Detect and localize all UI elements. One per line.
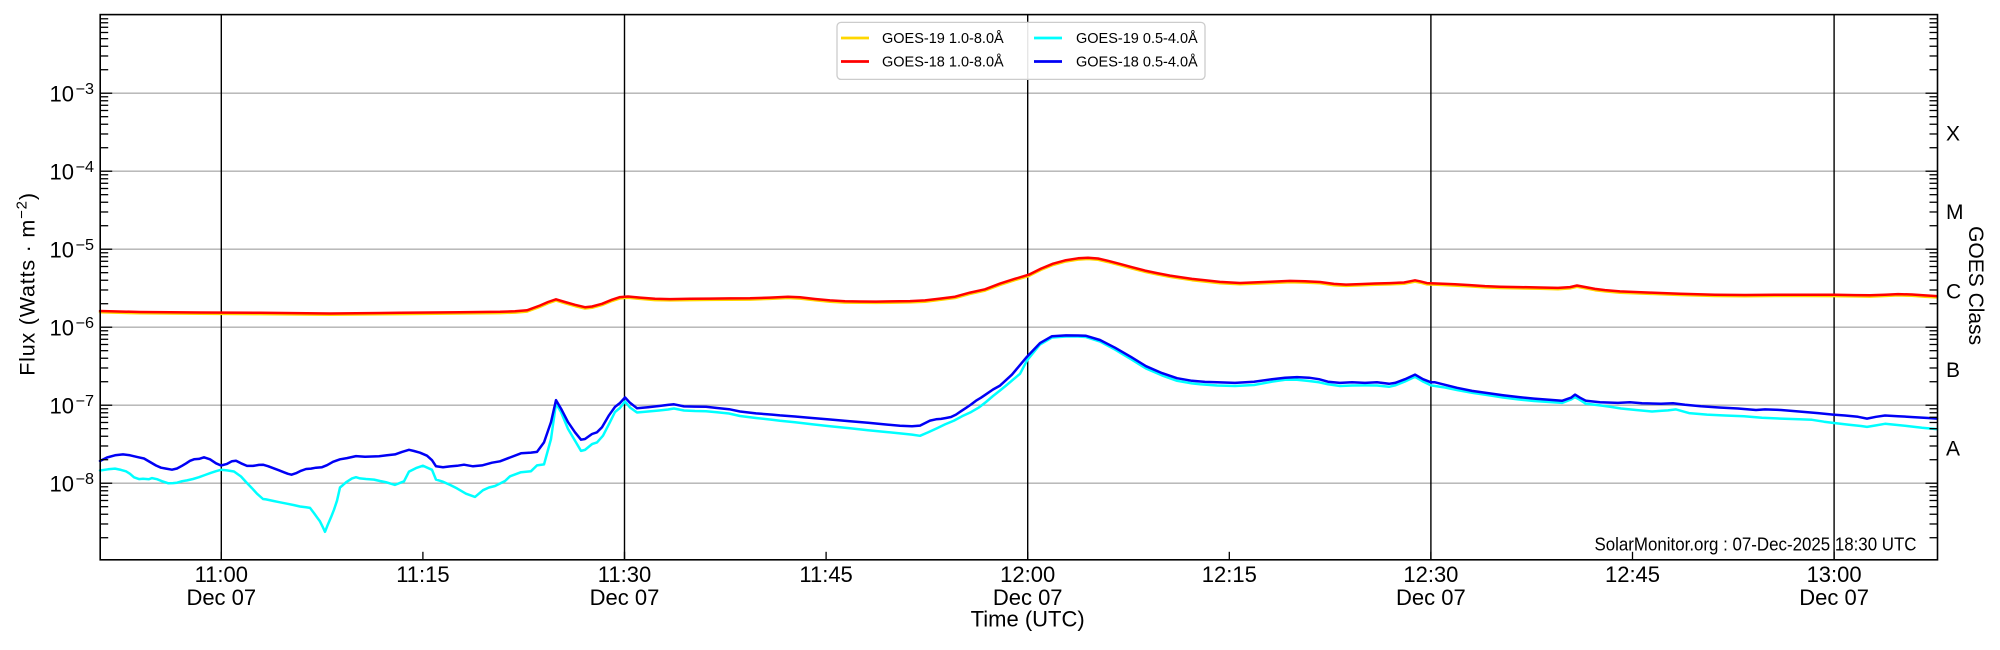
svg-text:−3: −3 — [76, 81, 95, 98]
svg-text:11:45: 11:45 — [799, 562, 852, 587]
svg-text:11:00: 11:00 — [195, 562, 248, 587]
svg-text:Dec 07: Dec 07 — [1396, 585, 1466, 610]
svg-text:−8: −8 — [76, 471, 95, 488]
svg-text:Dec 07: Dec 07 — [186, 585, 256, 610]
svg-text:10: 10 — [50, 160, 74, 185]
svg-text:Time (UTC): Time (UTC) — [971, 607, 1085, 632]
svg-text:GOES Class: GOES Class — [1964, 226, 1987, 345]
svg-text:B: B — [1946, 359, 1960, 382]
svg-text:11:30: 11:30 — [598, 562, 651, 587]
svg-text:SolarMonitor.org : 07-Dec-2025: SolarMonitor.org : 07-Dec-2025 18:30 UTC — [1595, 535, 1917, 555]
svg-text:C: C — [1946, 281, 1961, 304]
svg-text:12:30: 12:30 — [1403, 562, 1458, 587]
svg-text:10: 10 — [50, 238, 74, 263]
svg-text:Dec 07: Dec 07 — [590, 585, 660, 610]
svg-text:12:00: 12:00 — [1000, 562, 1055, 587]
svg-text:−4: −4 — [76, 159, 95, 176]
svg-text:GOES-18 1.0-8.0Å: GOES-18 1.0-8.0Å — [882, 54, 1004, 71]
svg-text:13:00: 13:00 — [1807, 562, 1862, 587]
svg-text:GOES-19 1.0-8.0Å: GOES-19 1.0-8.0Å — [882, 30, 1004, 47]
svg-text:−5: −5 — [76, 237, 95, 254]
svg-text:11:15: 11:15 — [396, 562, 449, 587]
svg-text:A: A — [1946, 438, 1960, 461]
svg-text:GOES-19 0.5-4.0Å: GOES-19 0.5-4.0Å — [1076, 30, 1198, 47]
svg-text:Flux (Watts · m−2): Flux (Watts · m−2) — [14, 192, 40, 376]
svg-text:10: 10 — [50, 316, 74, 341]
svg-text:12:15: 12:15 — [1202, 562, 1257, 587]
svg-text:−7: −7 — [76, 393, 95, 410]
svg-text:M: M — [1946, 201, 1964, 224]
svg-text:12:45: 12:45 — [1605, 562, 1660, 587]
svg-text:X: X — [1946, 123, 1960, 146]
svg-text:10: 10 — [50, 394, 74, 419]
svg-text:10: 10 — [50, 82, 74, 107]
svg-text:GOES-18 0.5-4.0Å: GOES-18 0.5-4.0Å — [1076, 54, 1198, 71]
svg-text:Dec 07: Dec 07 — [993, 585, 1063, 610]
svg-text:Dec 07: Dec 07 — [1799, 585, 1869, 610]
svg-text:−6: −6 — [76, 315, 95, 332]
svg-text:10: 10 — [50, 472, 74, 497]
